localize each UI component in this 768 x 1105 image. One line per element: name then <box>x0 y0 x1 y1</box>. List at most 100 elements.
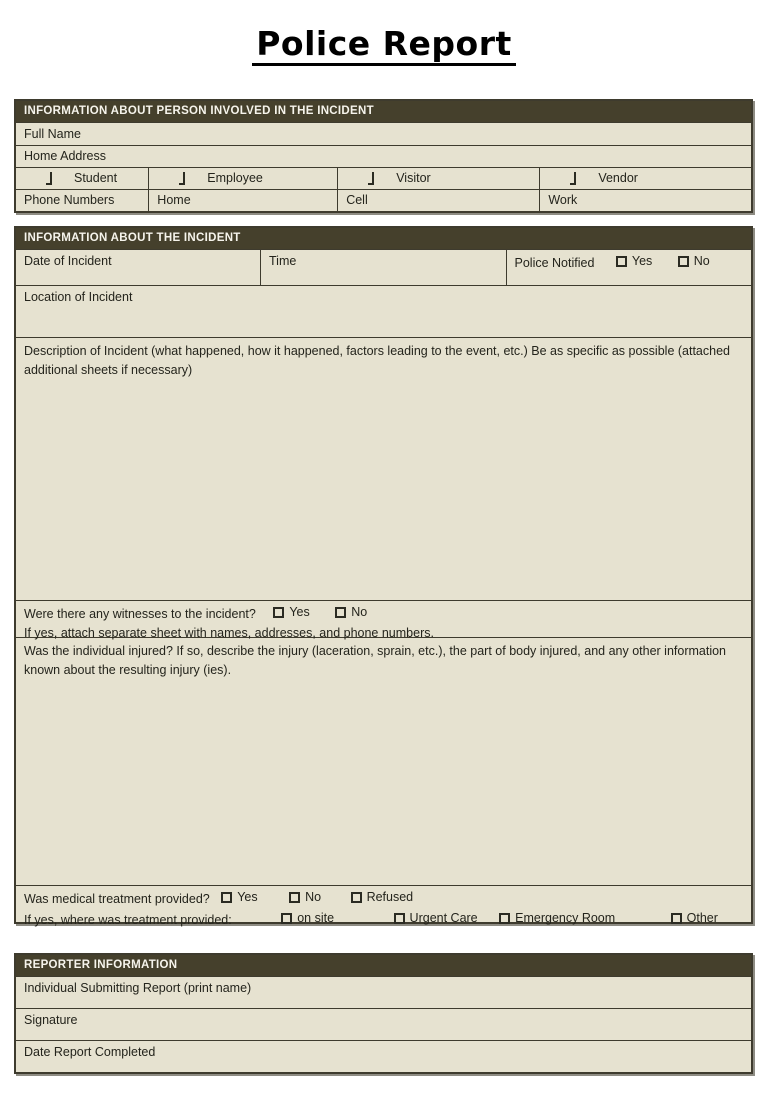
home-address-label: Home Address <box>24 149 106 164</box>
checkbox-mark-icon[interactable] <box>368 172 375 186</box>
signature-label: Signature <box>24 1013 78 1028</box>
location-row[interactable]: Location of Incident <box>16 285 751 337</box>
medical-no-label: No <box>305 890 322 905</box>
phone-cell-label: Cell <box>346 193 368 208</box>
category-vendor[interactable]: Vendor <box>539 168 751 190</box>
medical-no-option[interactable]: No <box>289 888 321 907</box>
checkbox-mark-icon[interactable] <box>570 172 577 186</box>
medical-urgent-care-option[interactable]: Urgent Care <box>393 909 478 928</box>
checkbox-icon[interactable] <box>221 892 233 904</box>
medical-where-line: If yes, where was treatment provided: on… <box>24 909 743 930</box>
medical-emergency-room-option[interactable]: Emergency Room <box>499 909 615 928</box>
phone-home-field[interactable]: Home <box>148 190 337 212</box>
medical-treatment-cell: Was medical treatment provided? Yes No R… <box>16 886 751 927</box>
location-label: Location of Incident <box>24 290 133 305</box>
title-wrap: Police Report <box>14 25 754 67</box>
medical-other-option[interactable]: Other <box>670 909 718 928</box>
phone-numbers-label: Phone Numbers <box>24 193 115 208</box>
full-name-row[interactable]: Full Name <box>16 122 751 145</box>
phone-numbers-label-cell: Phone Numbers <box>16 190 148 211</box>
checkbox-icon[interactable] <box>499 912 511 924</box>
checkbox-icon[interactable] <box>335 607 347 619</box>
submitting-report-row[interactable]: Individual Submitting Report (print name… <box>16 976 751 1008</box>
signature-row[interactable]: Signature <box>16 1008 751 1040</box>
category-student[interactable]: Student <box>16 168 148 189</box>
date-of-incident-field[interactable]: Date of Incident <box>16 250 260 285</box>
person-section-header: INFORMATION ABOUT PERSON INVOLVED IN THE… <box>16 101 751 123</box>
location-field[interactable]: Location of Incident <box>16 286 751 337</box>
reporter-section-header: REPORTER INFORMATION <box>16 955 751 977</box>
checkbox-icon[interactable] <box>677 256 689 268</box>
checkbox-mark-icon[interactable] <box>179 172 186 186</box>
time-field[interactable]: Time <box>260 250 505 286</box>
incident-info-table: INFORMATION ABOUT THE INCIDENT Date of I… <box>14 226 753 927</box>
checkbox-icon[interactable] <box>281 912 293 924</box>
police-report-page: Police Report INFORMATION ABOUT PERSON I… <box>14 25 754 1075</box>
witnesses-no-label: No <box>351 605 368 620</box>
injury-label: Was the individual injured? If so, descr… <box>24 644 726 678</box>
home-address-field[interactable]: Home Address <box>16 146 751 167</box>
date-completed-row[interactable]: Date Report Completed <box>16 1040 751 1072</box>
description-label: Description of Incident (what happened, … <box>24 344 730 378</box>
medical-question-line: Was medical treatment provided? Yes No R… <box>24 888 743 909</box>
phone-work-field[interactable]: Work <box>539 190 751 212</box>
reporter-info-table: REPORTER INFORMATION Individual Submitti… <box>14 953 753 1075</box>
description-field[interactable]: Description of Incident (what happened, … <box>16 338 751 600</box>
checkbox-mark-icon[interactable] <box>46 172 52 186</box>
date-time-police-row: Date of Incident Time Police Notified Ye… <box>16 249 751 286</box>
category-employee[interactable]: Employee <box>148 168 337 190</box>
checkbox-icon[interactable] <box>273 607 285 619</box>
police-notified-label: Police Notified <box>514 256 595 271</box>
witnesses-note: If yes, attach separate sheet with names… <box>24 625 434 640</box>
witnesses-yes-option[interactable]: Yes <box>273 603 310 622</box>
category-visitor-label: Visitor <box>396 171 431 186</box>
submitting-report-label: Individual Submitting Report (print name… <box>24 981 252 996</box>
page-title: Police Report <box>252 25 516 67</box>
checkbox-icon[interactable] <box>289 892 301 904</box>
phone-work-label: Work <box>548 193 578 208</box>
category-visitor[interactable]: Visitor <box>337 168 539 190</box>
witnesses-row: Were there any witnesses to the incident… <box>16 600 751 640</box>
person-info-table: INFORMATION ABOUT PERSON INVOLVED IN THE… <box>14 99 753 214</box>
injury-row[interactable]: Was the individual injured? If so, descr… <box>16 637 751 885</box>
medical-yes-option[interactable]: Yes <box>221 888 258 907</box>
medical-refused-label: Refused <box>366 890 414 905</box>
police-notified-no-option[interactable]: No <box>677 253 710 270</box>
phone-cell-field[interactable]: Cell <box>337 190 539 212</box>
medical-question: Was medical treatment provided? <box>24 892 210 907</box>
witnesses-no-option[interactable]: No <box>335 603 367 622</box>
medical-emergency-room-label: Emergency Room <box>515 910 616 925</box>
full-name-field[interactable]: Full Name <box>16 123 751 145</box>
police-notified-no-label: No <box>693 254 710 269</box>
checkbox-icon[interactable] <box>615 256 627 268</box>
medical-onsite-label: on site <box>297 910 335 925</box>
medical-onsite-option[interactable]: on site <box>281 909 334 928</box>
time-label: Time <box>269 254 297 269</box>
submitting-report-field[interactable]: Individual Submitting Report (print name… <box>16 977 751 1008</box>
date-completed-label: Date Report Completed <box>24 1045 156 1060</box>
phone-numbers-row: Phone Numbers Home Cell Work <box>16 189 751 212</box>
witnesses-yes-label: Yes <box>289 605 310 620</box>
injury-field[interactable]: Was the individual injured? If so, descr… <box>16 638 751 885</box>
category-student-label: Student <box>74 171 118 186</box>
home-address-row[interactable]: Home Address <box>16 145 751 167</box>
description-row[interactable]: Description of Incident (what happened, … <box>16 337 751 600</box>
category-row: Student Employee Visitor Vendor <box>16 167 751 190</box>
medical-yes-label: Yes <box>237 890 258 905</box>
police-notified-yes-option[interactable]: Yes <box>615 253 652 270</box>
police-notified-cell: Police Notified Yes No <box>505 250 751 286</box>
witnesses-question-line: Were there any witnesses to the incident… <box>24 603 743 624</box>
medical-treatment-row: Was medical treatment provided? Yes No R… <box>16 885 751 927</box>
witnesses-question: Were there any witnesses to the incident… <box>24 607 256 622</box>
date-completed-field[interactable]: Date Report Completed <box>16 1041 751 1072</box>
medical-refused-option[interactable]: Refused <box>350 888 414 907</box>
full-name-label: Full Name <box>24 126 81 141</box>
category-employee-label: Employee <box>207 171 263 186</box>
medical-other-label: Other <box>686 910 718 925</box>
checkbox-icon[interactable] <box>393 912 405 924</box>
checkbox-icon[interactable] <box>350 892 362 904</box>
checkbox-icon[interactable] <box>670 912 682 924</box>
incident-section-header: INFORMATION ABOUT THE INCIDENT <box>16 228 751 250</box>
signature-field[interactable]: Signature <box>16 1009 751 1040</box>
phone-home-label: Home <box>157 193 191 208</box>
